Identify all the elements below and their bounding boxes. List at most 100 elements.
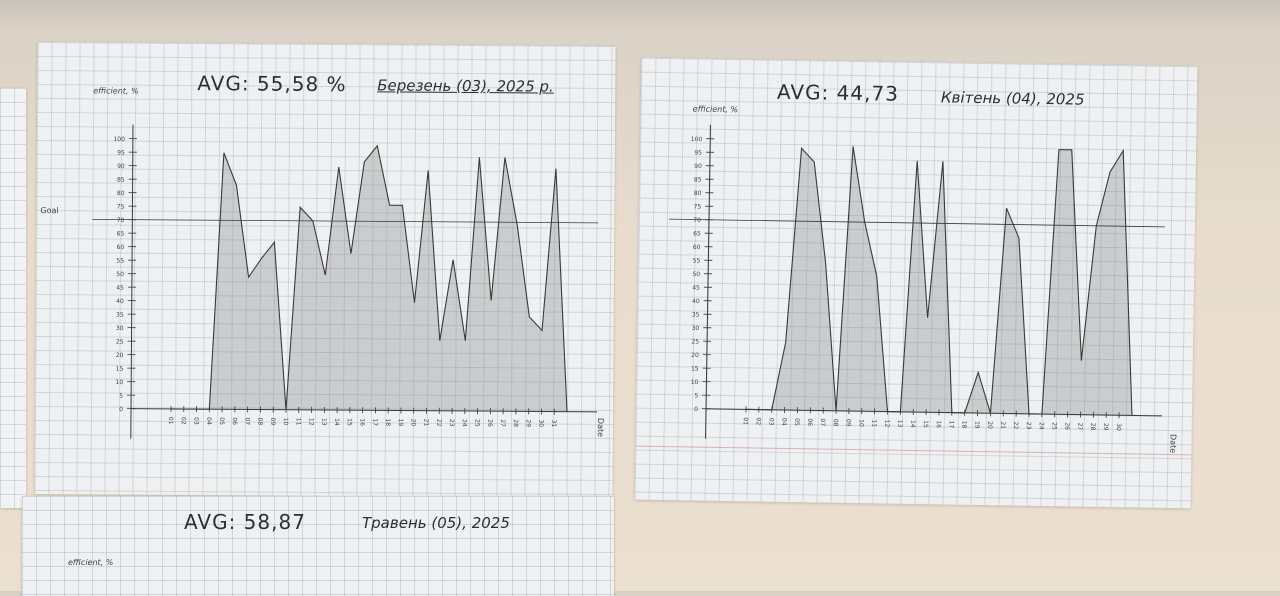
y-tick-label: 50 xyxy=(116,271,124,278)
x-tick-label: 29 xyxy=(525,419,532,427)
march-efficiency-chart: 05 10 15 20 25 30 35 40 45 50 55 60 65 70 75 80 85 90 95 10… xyxy=(34,42,615,498)
y-axis xyxy=(706,125,711,439)
x-tick-label: 23 xyxy=(1025,422,1032,430)
x-tick-label: 26 xyxy=(1063,422,1070,430)
x-tick-label: 23 xyxy=(448,419,455,427)
x-tick-label: 11 xyxy=(295,418,302,426)
x-tick-label: 28 xyxy=(512,419,519,427)
x-tick-label: 25 xyxy=(1051,422,1058,430)
y-axis xyxy=(131,125,133,439)
efficiency-area xyxy=(171,144,569,411)
x-tick-label: 18 xyxy=(960,421,967,429)
y-tick-label: 35 xyxy=(116,312,124,319)
y-tick-label: 30 xyxy=(692,325,700,332)
y-tick-label: 80 xyxy=(117,190,125,197)
x-tick-label: 12 xyxy=(307,418,314,426)
y-tick-label: 45 xyxy=(116,285,124,292)
x-tick-label: 08 xyxy=(832,419,839,427)
y-tick-label: 60 xyxy=(116,244,124,251)
y-tick-label: 35 xyxy=(692,311,700,318)
y-tick-label: 70 xyxy=(117,217,125,224)
x-tick-label: 01 xyxy=(167,417,174,425)
y-tick-label: 15 xyxy=(691,365,699,372)
x-tick-label: 17 xyxy=(371,418,378,426)
x-tick-label: 19 xyxy=(397,419,404,427)
x-tick-label: 29 xyxy=(1102,423,1109,431)
y-tick-label: 5 xyxy=(694,393,698,400)
x-tick-label: 21 xyxy=(999,421,1006,429)
x-tick-label: 08 xyxy=(256,418,263,426)
x-tick-label: 06 xyxy=(231,417,238,425)
x-tick-label: 22 xyxy=(435,419,442,427)
x-tick-label: 05 xyxy=(218,417,225,425)
x-tick-label: 04 xyxy=(205,417,212,425)
y-tick-label: 80 xyxy=(694,190,702,197)
x-tick-label: 20 xyxy=(410,419,417,427)
y-tick-label: 75 xyxy=(117,204,125,211)
x-tick-label: 11 xyxy=(870,419,877,427)
x-tick-label: 10 xyxy=(282,418,289,426)
x-tick-label: 13 xyxy=(896,420,903,428)
y-tick-label: 55 xyxy=(693,257,701,264)
x-tick-label: 09 xyxy=(269,418,276,426)
y-tick-label: 85 xyxy=(694,176,702,183)
wall-top-shadow xyxy=(0,0,1280,30)
y-tick-label: 70 xyxy=(693,217,701,224)
y-tick-label: 60 xyxy=(693,244,701,251)
x-tick-label: 18 xyxy=(384,418,391,426)
x-tick-label: 02 xyxy=(180,417,187,425)
y-tick-label: 20 xyxy=(691,352,699,359)
x-tick-label: 06 xyxy=(806,418,813,426)
x-tick-label: 26 xyxy=(486,419,493,427)
y-tick-label: 55 xyxy=(116,258,124,265)
x-tick-label: 05 xyxy=(793,418,800,426)
y-tick-label: 95 xyxy=(694,150,702,157)
x-tick-label: 20 xyxy=(986,421,993,429)
may-month-label: Травень (05), 2025 xyxy=(362,514,510,532)
x-tick-label: 30 xyxy=(537,419,544,427)
x-tick-label: 13 xyxy=(320,418,327,426)
x-tick-label: 17 xyxy=(948,421,955,429)
x-tick-label: 09 xyxy=(845,419,852,427)
y-tick-label: 75 xyxy=(693,203,701,210)
x-tick-label: 16 xyxy=(359,418,366,426)
y-tick-label: 25 xyxy=(691,338,699,345)
x-tick-label: 14 xyxy=(333,418,340,426)
april-chart-sheet: AVG: 44,73 Квітень (04), 2025 efficient,… xyxy=(635,58,1198,509)
x-tick-label: 03 xyxy=(767,418,774,426)
x-tick-label: 15 xyxy=(346,418,353,426)
y-tick-label: 20 xyxy=(116,352,124,359)
y-tick-label: 45 xyxy=(692,284,700,291)
april-efficiency-chart: 05 10 15 20 25 30 35 40 45 50 55 60 65 70 75 80 85 90 95 10… xyxy=(635,58,1198,509)
x-tick-label: 07 xyxy=(819,418,826,426)
x-tick-label: 04 xyxy=(780,418,787,426)
y-tick-label: 100 xyxy=(113,136,125,143)
may-avg-label: AVG: 58,87 xyxy=(184,510,306,534)
y-tick-label: 50 xyxy=(692,271,700,278)
y-tick-label: 65 xyxy=(693,230,701,237)
x-tick-label: 02 xyxy=(755,417,762,425)
y-tick-label: 10 xyxy=(691,379,699,386)
x-tick-label: 22 xyxy=(1012,422,1019,430)
y-tick-label: 85 xyxy=(117,177,125,184)
y-tick-label: 30 xyxy=(116,325,124,332)
may-y-axis-label: efficient, % xyxy=(68,558,113,567)
y-tick-label: 95 xyxy=(117,150,125,157)
y-tick-label: 40 xyxy=(692,298,700,305)
x-tick-label: 14 xyxy=(909,420,916,428)
y-tick-label: 90 xyxy=(694,163,702,170)
x-tick-label: 30 xyxy=(1115,423,1122,431)
y-tick-label: 65 xyxy=(117,231,125,238)
y-tick-label: 90 xyxy=(117,163,125,170)
y-tick-label: 15 xyxy=(116,366,124,373)
x-tick-label: 01 xyxy=(742,417,749,425)
x-tick-label: 15 xyxy=(922,420,929,428)
y-tick-label: 25 xyxy=(116,339,124,346)
x-tick-label: 07 xyxy=(244,417,251,425)
y-tick-label: 10 xyxy=(116,379,124,386)
y-tick-label: 40 xyxy=(116,298,124,305)
x-tick-label: 21 xyxy=(422,419,429,427)
y-tick-label: 100 xyxy=(691,136,703,143)
y-tick-label: 5 xyxy=(119,393,123,400)
march-chart-sheet: AVG: 55,58 % Березень (03), 2025 р. effi… xyxy=(34,42,615,498)
